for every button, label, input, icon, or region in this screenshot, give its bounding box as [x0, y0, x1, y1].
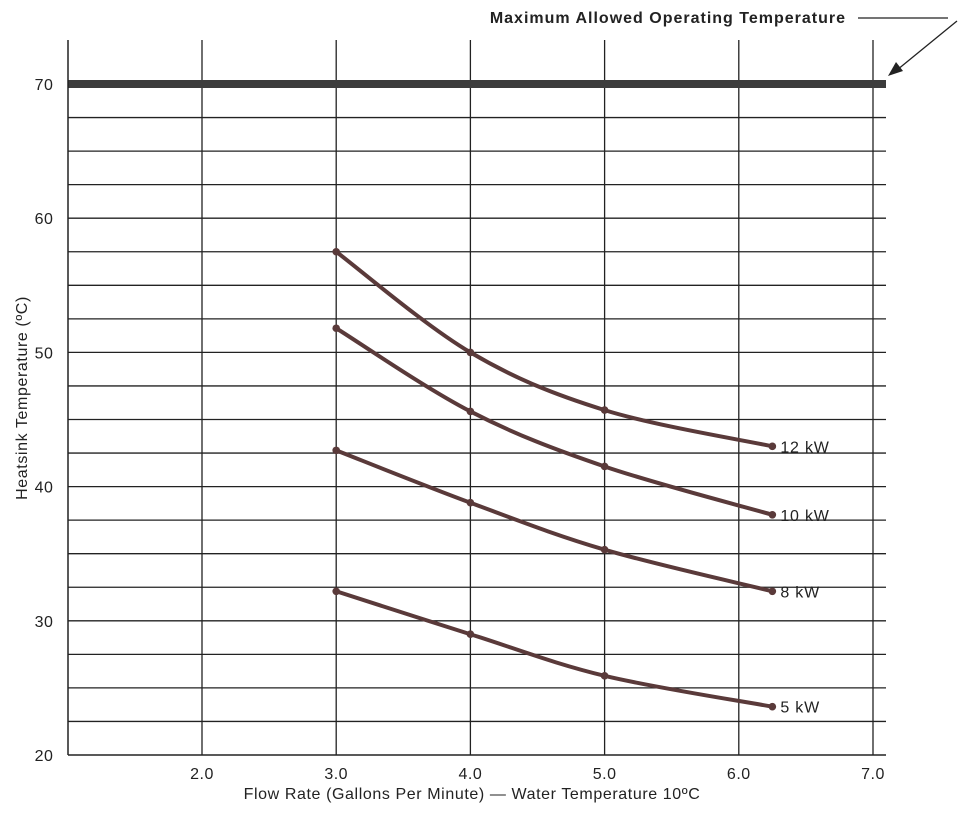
series-line [334, 326, 775, 517]
y-tick-label: 60 [35, 211, 54, 228]
x-tick-label: 7.0 [861, 766, 885, 783]
y-axis-title: Heatsink Temperature (ºC) [14, 296, 31, 500]
data-point [600, 672, 609, 680]
x-axis-title: Flow Rate (Gallons Per Minute) — Water T… [244, 786, 701, 803]
tick-labels: 20 30 40 50 60 70 2.0 3.0 4.0 5.0 6.0 7.0 [35, 77, 885, 783]
series-line [334, 448, 775, 594]
axes [67, 40, 886, 756]
data-point [600, 545, 609, 554]
data-point [466, 498, 475, 507]
series-label: 5 kW [780, 700, 820, 717]
data-point [332, 247, 341, 256]
data-point [600, 406, 609, 414]
series-8-kw: 8 kW [332, 446, 820, 601]
series: 12 kW 10 kW 8 kW 5 kW [332, 247, 829, 717]
series-line [334, 249, 775, 449]
data-point [768, 587, 777, 596]
series-10-kw: 10 kW [332, 324, 829, 525]
x-tick-label: 3.0 [324, 766, 348, 783]
x-tick-label: 2.0 [190, 766, 214, 783]
data-point [332, 587, 341, 596]
x-tick-label: 4.0 [459, 766, 483, 783]
data-point [466, 630, 475, 639]
data-point [332, 324, 341, 333]
data-point [768, 510, 777, 519]
data-point [768, 702, 777, 711]
series-label: 8 kW [780, 584, 820, 601]
series-line [334, 589, 775, 709]
y-tick-label: 20 [35, 748, 54, 765]
data-point [600, 462, 609, 471]
y-tick-label: 70 [35, 77, 54, 94]
y-tick-label: 30 [35, 614, 54, 631]
max-temperature-reference: Maximum Allowed Operating Temperature [68, 10, 958, 88]
series-label: 10 kW [780, 508, 829, 525]
data-point [466, 407, 475, 416]
data-point [332, 446, 341, 455]
annotation-leader-arrow-line [896, 20, 958, 71]
y-tick-label: 50 [35, 345, 54, 362]
grid [68, 40, 886, 755]
data-point [466, 348, 475, 357]
series-label: 12 kW [780, 439, 829, 456]
x-tick-label: 6.0 [727, 766, 751, 783]
data-point [768, 442, 777, 451]
y-tick-label: 40 [35, 480, 54, 497]
arrow-head-icon [888, 62, 903, 76]
series-12-kw: 12 kW [332, 247, 829, 456]
max-temperature-label: Maximum Allowed Operating Temperature [490, 10, 846, 27]
x-tick-label: 5.0 [593, 766, 617, 783]
series-5-kw: 5 kW [332, 587, 820, 717]
